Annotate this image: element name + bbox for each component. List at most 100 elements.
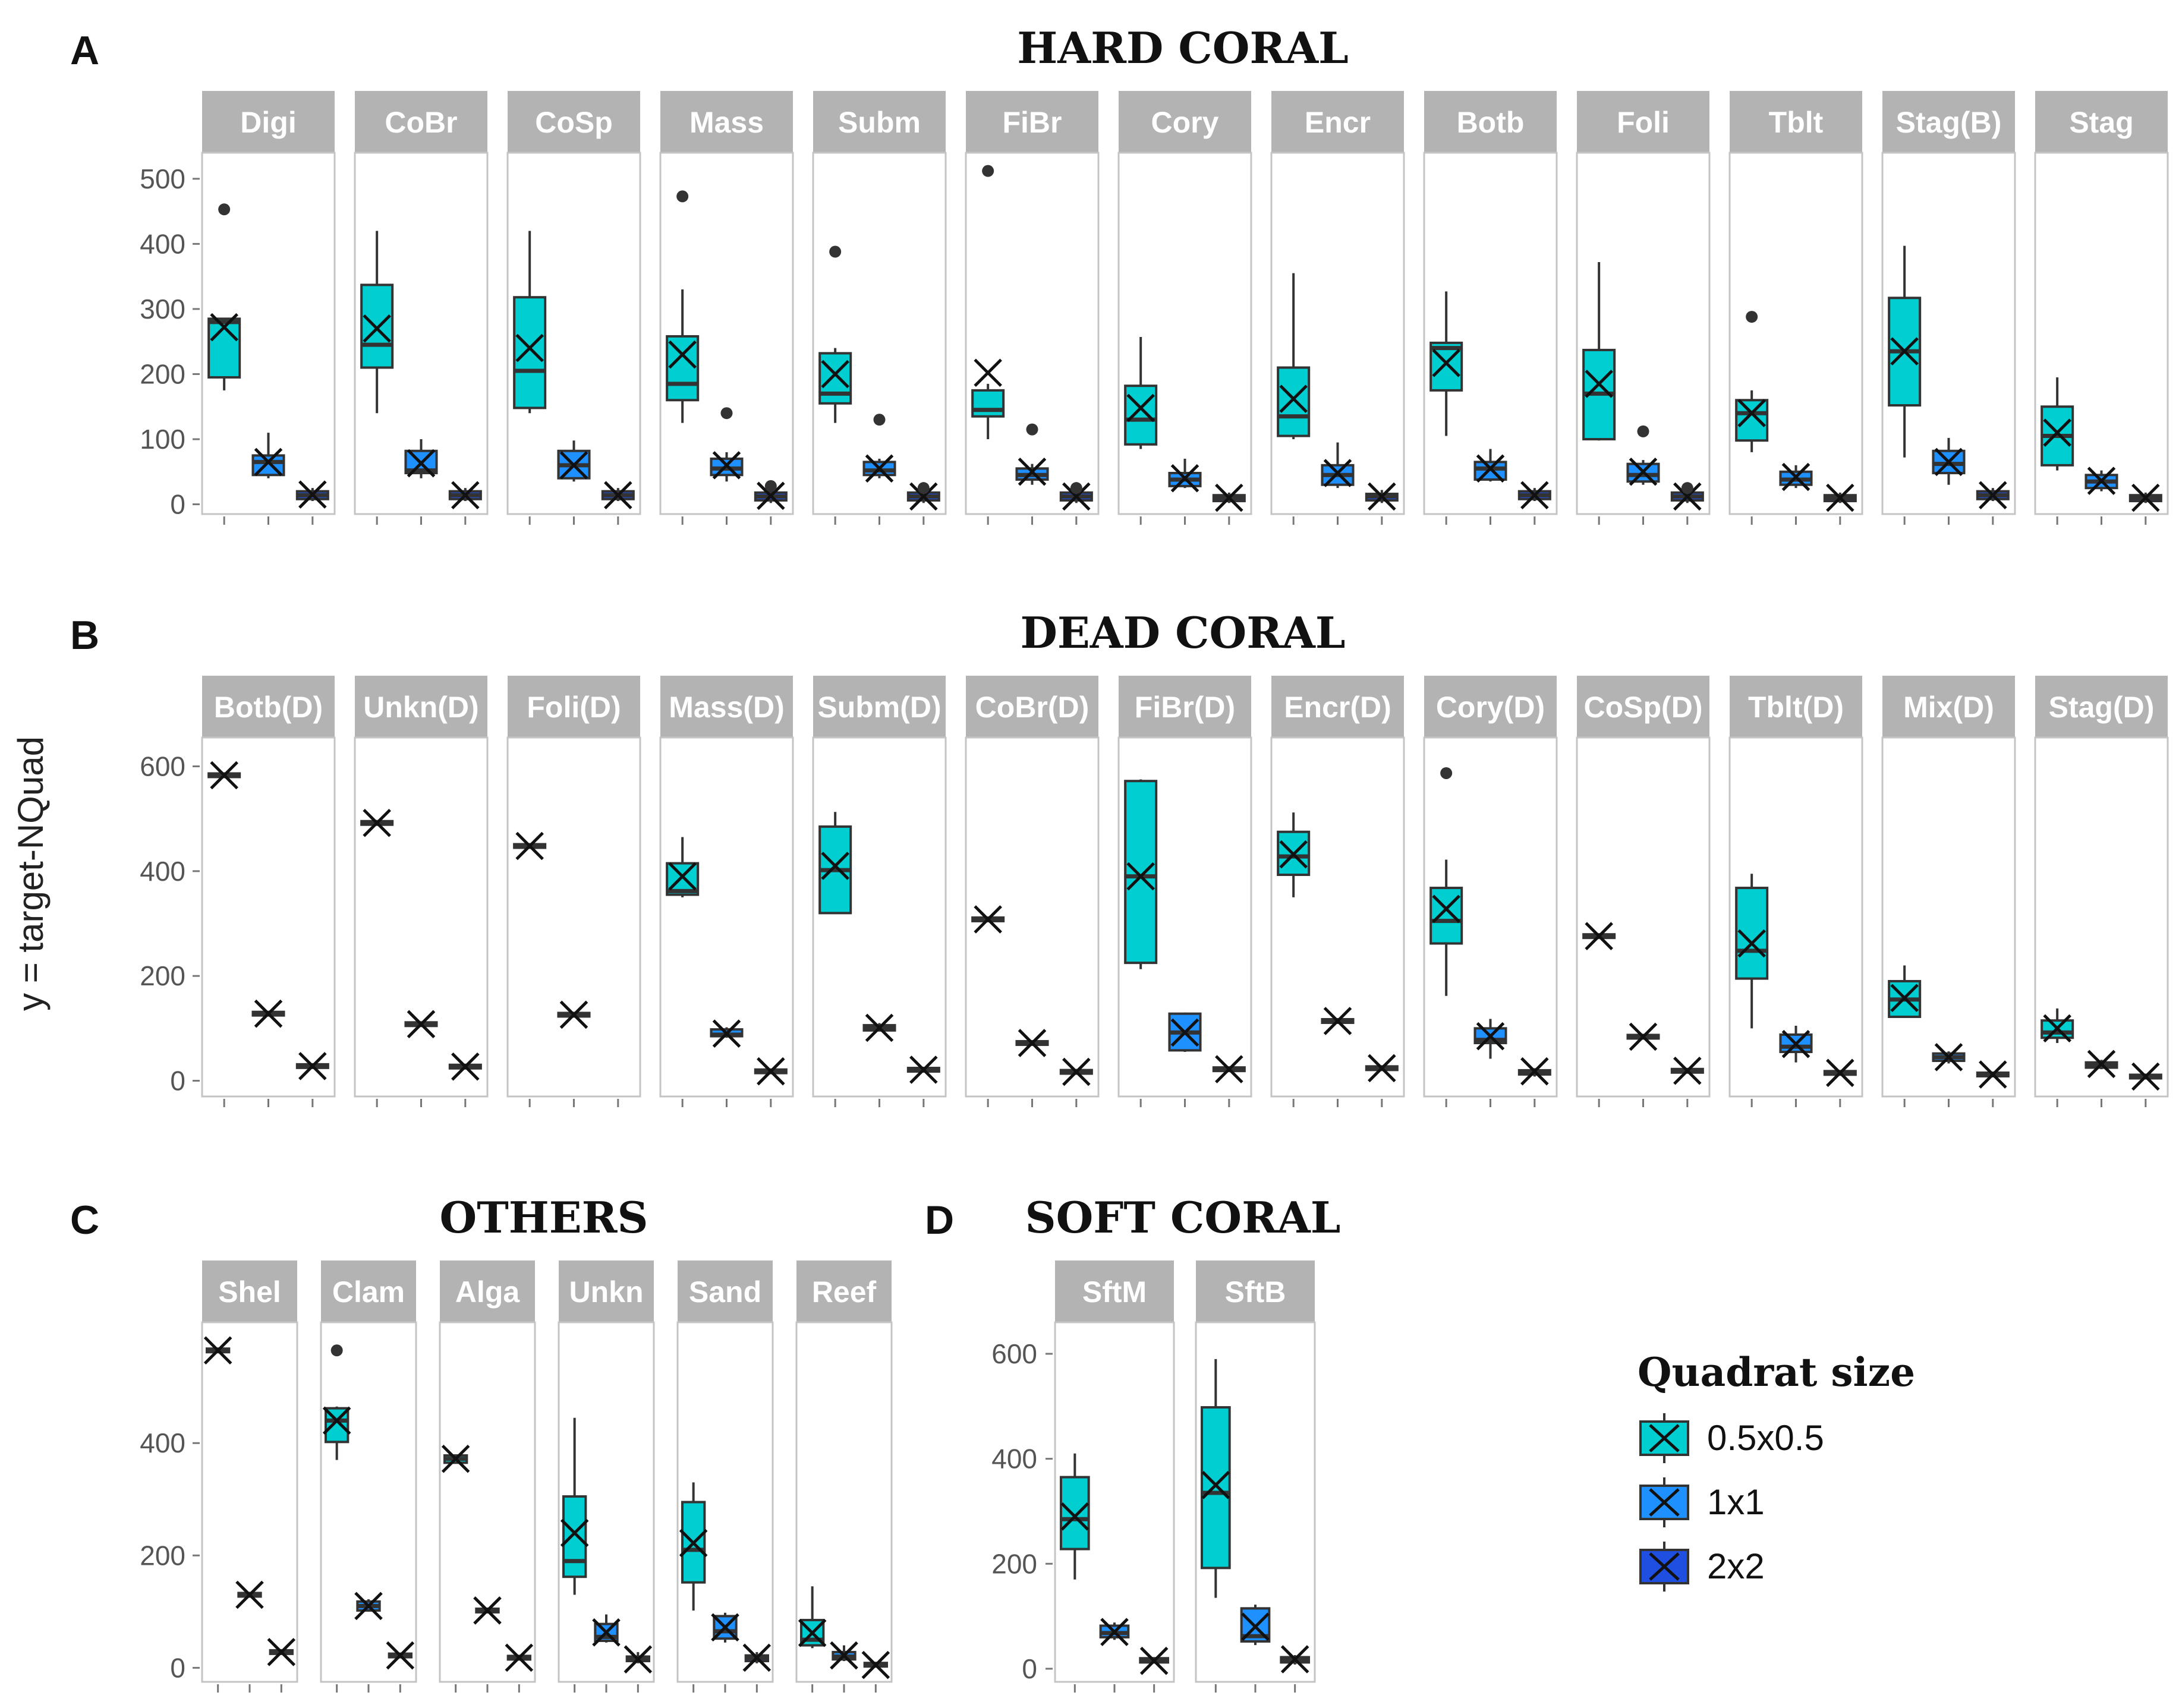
facet-subm-d: Subm(D) [812,676,947,1107]
facet-cobr: CoBr [354,91,489,525]
legend-label-1x1: 1x1 [1707,1482,1765,1522]
facet-plot-area [201,736,336,1098]
facet-strip-label: Stag(B) [1896,106,2002,139]
y-tick-label: 0 [170,1652,185,1683]
y-tick-label: 400 [140,1427,185,1458]
box-0-5x0-5 [322,1344,351,1693]
mean-marker [1323,1007,1352,1035]
facet-strip-label: Encr(D) [1284,691,1391,724]
mean-marker [1018,458,1047,486]
facet-plot-area [812,152,947,515]
outlier-point [1070,482,1082,494]
box-1x1 [862,414,896,525]
panel-label-c: C [70,1198,99,1243]
mean-marker [865,454,894,483]
mean-marker [798,1618,827,1647]
box-0-5x0-5 [1888,245,1922,525]
legend-key-2x2 [1639,1542,1689,1592]
mean-marker [515,333,544,363]
mean-marker [1520,481,1549,509]
facet-encr-d: Encr(D) [1270,676,1405,1107]
facet-unkn: Unkn [558,1260,655,1693]
mean-marker [267,1638,296,1666]
box-2x2 [754,1057,788,1107]
facet-strip [1730,91,1862,153]
facet-digi: Digi [201,91,336,525]
box-body [666,335,700,402]
legend-title: Quadrat size [1638,1349,1915,1395]
mean-marker [1215,483,1243,512]
mean-marker [1279,385,1308,413]
legend-key-0-5x0-5 [1639,1413,1689,1463]
facet-plot-area [354,736,489,1098]
box-2x2 [1670,482,1704,525]
facet-strip-label: Unkn(D) [363,691,478,724]
facet-strip [1196,1260,1315,1322]
box-1x1 [354,1592,383,1693]
mean-marker [711,1613,739,1642]
y-tick-label: 400 [140,856,185,887]
facet-strip-label: Mix(D) [1903,691,1994,724]
box-0-5x0-5 [207,761,241,1107]
facet-foli-d: Foli(D) [506,676,641,1107]
facet-plot-area [1576,736,1711,1098]
box-2x2 [448,481,482,525]
outlier-point [873,414,886,426]
facet-strip-label: CoSp [535,106,613,139]
facet-strip [355,91,487,153]
outlier-point [1440,767,1453,779]
box-1x1 [1321,442,1355,525]
mean-marker [1215,1055,1243,1083]
mean-marker [1170,464,1199,493]
mean-marker [451,1052,480,1081]
facet-strip [966,676,1098,738]
box-1x1 [710,407,744,525]
mean-marker [1432,894,1460,924]
box-1x1 [1321,1007,1355,1107]
box-2x2 [1059,1057,1093,1107]
facet-strip-label: CoSp(D) [1584,691,1703,724]
facet-strip-label: Tblt [1769,106,1824,139]
facet-clam: Clam [320,1260,417,1693]
box-1x1 [1932,1043,1966,1107]
facet-strip-label: SftM [1082,1275,1147,1309]
facet-plot-area [965,152,1100,515]
facet-strip-label: CoBr(D) [975,691,1090,724]
mean-marker [1241,1612,1270,1641]
mean-marker [1737,929,1766,958]
y-tick-label: 100 [140,424,185,455]
facet-plot-area [201,1321,298,1683]
y-tick-label: 0 [170,489,185,520]
outlier-point [829,245,842,258]
box-body [818,352,852,405]
panel-others: 0 200 400 Shel Clam Alga Unkn Sand Reef [140,1260,893,1693]
facet-botb: Botb [1423,91,1558,525]
mean-marker [1476,1022,1505,1051]
facet-strip-label: Mass(D) [669,691,784,724]
box-0-5x0-5 [666,837,700,1107]
facet-strip-label: Foli [1617,106,1670,139]
mean-marker [298,480,327,509]
mean-marker [757,1057,785,1086]
y-tick-label: 600 [140,751,185,781]
box-body [1473,461,1507,481]
legend-label-2x2: 2x2 [1707,1546,1765,1586]
mean-marker [1139,1646,1169,1675]
box-2x2 [1212,483,1246,525]
facet-strip [1119,676,1251,738]
facet-plot-area [1270,736,1405,1098]
panel-title-hard-coral: HARD CORAL [1017,23,1349,73]
mean-marker [1890,337,1919,365]
box-1x1 [473,1596,502,1693]
facet-stag-b: Stag(B) [1881,91,2016,525]
box-0-5x0-5 [1124,779,1158,1107]
facet-strip [559,1260,654,1322]
y-tick-label: 300 [140,294,185,324]
facet-strip [1577,91,1709,153]
mean-marker [974,905,1002,934]
facet-sftb: SftB [1195,1260,1316,1693]
box-1x1 [710,1019,744,1107]
box-2x2 [2128,1062,2162,1107]
box-1x1 [251,433,285,525]
box-1x1 [557,440,591,525]
